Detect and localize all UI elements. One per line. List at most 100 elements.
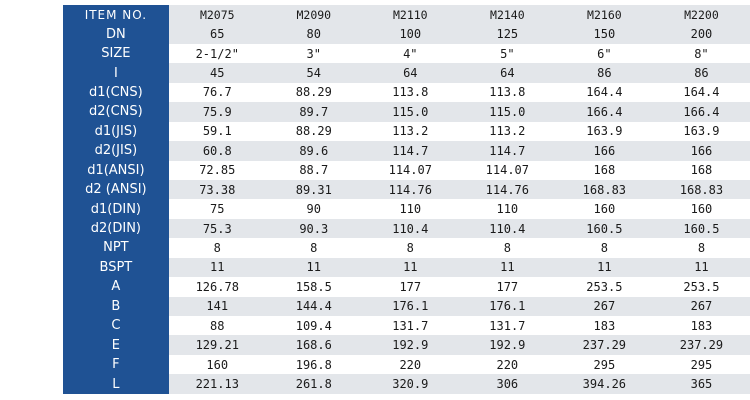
table-body: DN 65 80 100 125 150 200 SIZE 2-1/2" 3" 4" 5" 6" 8" I 4… (63, 24, 750, 394)
table-cell: 114.76 (458, 179, 556, 200)
table-cell: 8 (265, 238, 362, 258)
table-cell: 267 (652, 296, 750, 316)
table-cell: 75.9 (168, 102, 266, 122)
table-cell: 141 (168, 296, 266, 316)
row-label: d2(JIS) (63, 141, 169, 161)
row-label: C (63, 316, 169, 336)
table-cell: 89.7 (265, 102, 362, 122)
table-row: d2(CNS) 75.9 89.7 115.0 115.0 166.4 166.4 (63, 102, 750, 122)
table-cell: 113.2 (458, 121, 556, 142)
table-cell: 365 (652, 374, 750, 394)
table-row: I 45 54 64 64 86 86 (63, 63, 750, 83)
table-cell: 11 (652, 257, 750, 278)
table-cell: 73.38 (168, 179, 266, 200)
table-cell: 3" (265, 43, 362, 64)
table-cell: 88.29 (265, 82, 362, 103)
table-cell: 72.85 (168, 160, 266, 180)
table-cell: 150 (555, 24, 653, 44)
table-row: d1(JIS) 59.1 88.29 113.2 113.2 163.9 163.9 (63, 121, 750, 142)
table-cell: 114.07 (361, 160, 459, 180)
table-row: F 160 196.8 220 220 295 295 (63, 354, 750, 375)
table-cell: 86 (652, 63, 750, 83)
row-label: d2(CNS) (63, 102, 169, 122)
table-cell: 237.29 (652, 335, 750, 355)
table-cell: 110.4 (361, 218, 459, 239)
table-cell: 64 (458, 63, 556, 83)
table-cell: 114.07 (458, 160, 556, 180)
table-cell: 45 (168, 63, 266, 83)
table-row: C 88 109.4 131.7 131.7 183 183 (63, 316, 750, 336)
table-cell: 11 (555, 257, 653, 278)
table-cell: 8 (458, 238, 556, 258)
table-cell: 144.4 (265, 296, 362, 316)
row-label: A (63, 277, 169, 297)
table-row: d1(CNS) 76.7 88.29 113.8 113.8 164.4 164.4 (63, 82, 750, 103)
table-cell: 166.4 (652, 102, 750, 122)
table-cell: 2-1/2" (168, 43, 266, 64)
table-cell: 11 (265, 257, 362, 278)
table-cell: 200 (652, 24, 750, 44)
table-row: SIZE 2-1/2" 3" 4" 5" 6" 8" (63, 43, 750, 64)
table-cell: 168.83 (652, 179, 750, 200)
table-row: d2(DIN) 75.3 90.3 110.4 110.4 160.5 160.5 (63, 218, 750, 239)
row-label: F (63, 354, 169, 375)
table-cell: 11 (458, 257, 556, 278)
table-cell: 8 (168, 238, 266, 258)
table-cell: 129.21 (168, 335, 266, 355)
table-cell: 177 (458, 277, 556, 297)
table-cell: 320.9 (361, 374, 459, 394)
table-cell: 394.26 (555, 374, 653, 394)
table-cell: 126.78 (168, 277, 266, 297)
table-cell: 131.7 (361, 316, 459, 336)
table-cell: 110 (458, 199, 556, 219)
table-cell: 6" (555, 43, 653, 64)
row-label: d1(DIN) (63, 199, 169, 219)
table-cell: 11 (361, 257, 459, 278)
table-cell: 11 (168, 257, 266, 278)
table-row: d2(JIS) 60.8 89.6 114.7 114.7 166 166 (63, 141, 750, 161)
table-cell: 65 (168, 24, 266, 44)
table-row: B 141 144.4 176.1 176.1 267 267 (63, 296, 750, 316)
table-cell: 192.9 (361, 335, 459, 355)
table-cell: 160.5 (652, 218, 750, 239)
table-cell: 253.5 (555, 277, 653, 297)
table-row: d1(ANSI) 72.85 88.7 114.07 114.07 168 168 (63, 160, 750, 180)
table-cell: 114.7 (458, 141, 556, 161)
row-label: BSPT (63, 257, 169, 278)
table-cell: 295 (652, 354, 750, 375)
item-no-header: ITEM NO. (63, 5, 169, 25)
table-cell: 88 (168, 316, 266, 336)
table-cell: 89.6 (265, 141, 362, 161)
table-cell: 8" (652, 43, 750, 64)
table-row: E 129.21 168.6 192.9 192.9 237.29 237.29 (63, 335, 750, 355)
table-cell: 113.8 (458, 82, 556, 103)
table-cell: 114.7 (361, 141, 459, 161)
table-cell: 196.8 (265, 354, 362, 375)
table-cell: 163.9 (555, 121, 653, 142)
table-cell: 88.7 (265, 160, 362, 180)
table-cell: 59.1 (168, 121, 266, 142)
table-cell: 54 (265, 63, 362, 83)
row-label: NPT (63, 238, 169, 258)
table-cell: 8 (361, 238, 459, 258)
row-label: d1(ANSI) (63, 160, 169, 180)
table-cell: 100 (361, 24, 459, 44)
table-cell: 60.8 (168, 141, 266, 161)
table-row: A 126.78 158.5 177 177 253.5 253.5 (63, 277, 750, 297)
table-cell: 166 (555, 141, 653, 161)
table-cell: 158.5 (265, 277, 362, 297)
table-cell: 8 (555, 238, 653, 258)
table-cell: 160 (168, 354, 266, 375)
table-cell: 5" (458, 43, 556, 64)
table-row: NPT 8 8 8 8 8 8 (63, 238, 750, 258)
table-cell: 163.9 (652, 121, 750, 142)
table-header-row: ITEM NO. M2075 M2090 M2110 M2140 M2160 M… (63, 5, 750, 25)
table-cell: 220 (458, 354, 556, 375)
model-header-m2090: M2090 (265, 5, 362, 25)
table-cell: 166.4 (555, 102, 653, 122)
table-cell: 75 (168, 199, 266, 219)
row-label: I (63, 63, 169, 83)
row-label: SIZE (63, 43, 169, 64)
row-label: d1(JIS) (63, 121, 169, 142)
table-cell: 237.29 (555, 335, 653, 355)
